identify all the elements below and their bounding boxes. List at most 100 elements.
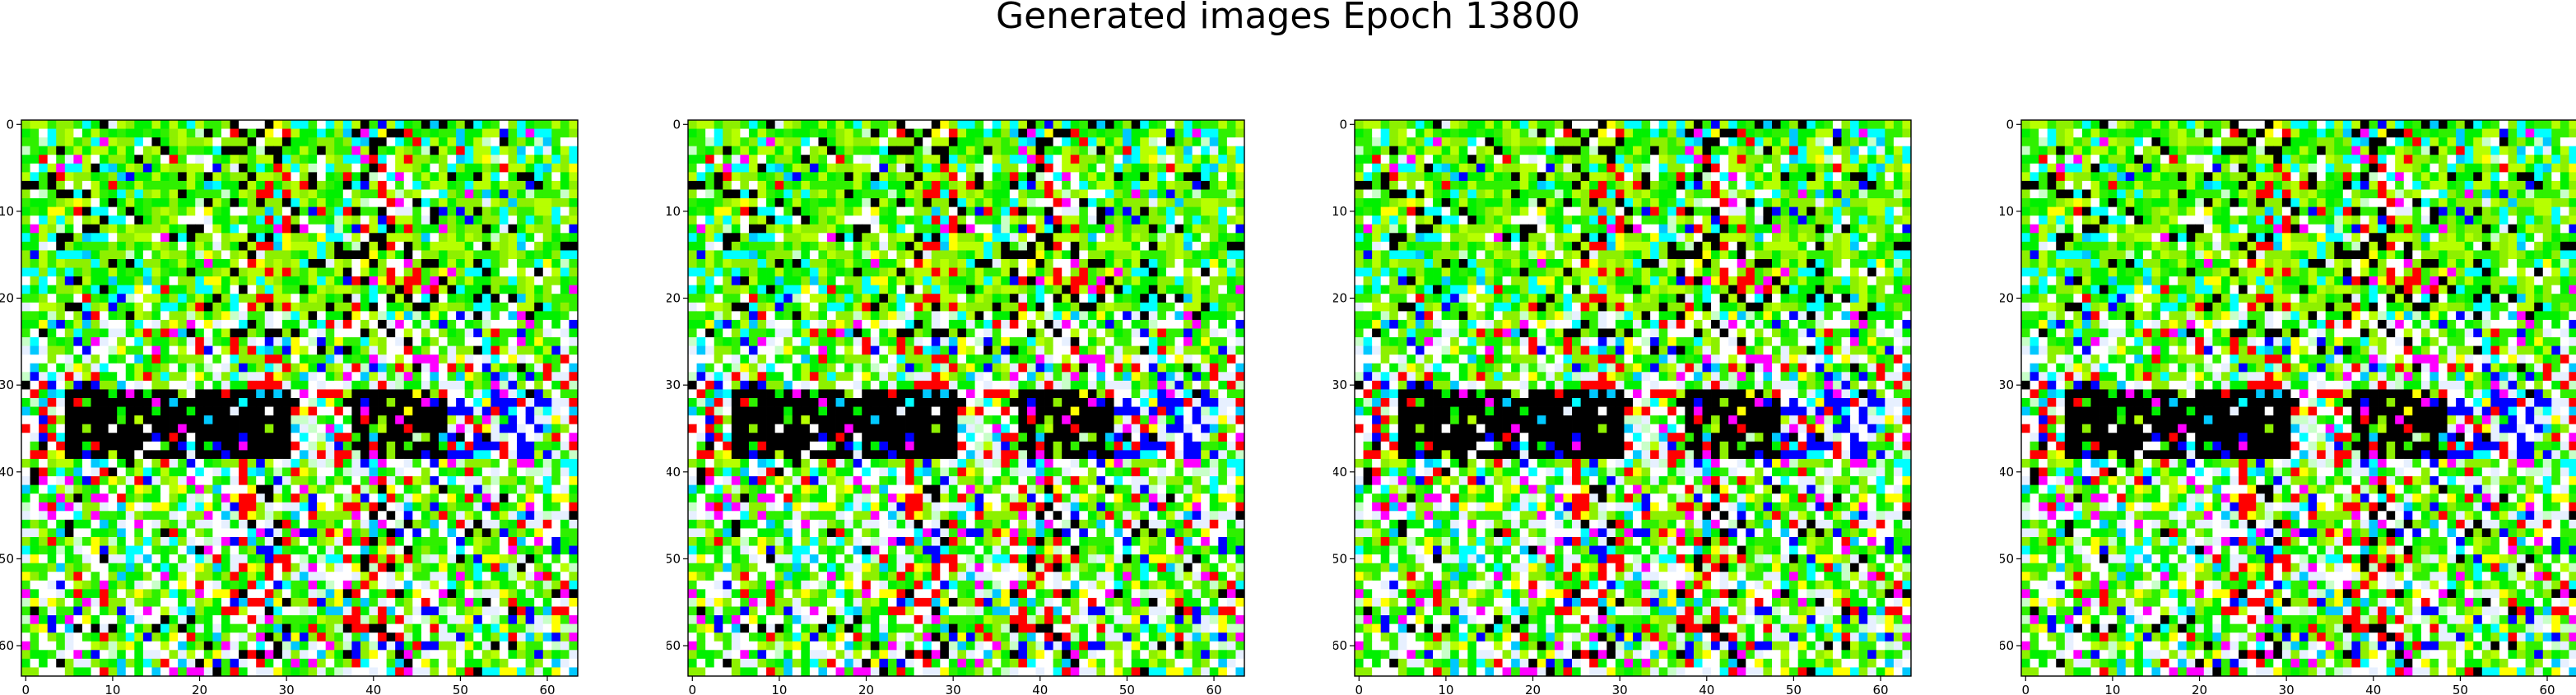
heatmap-cell — [351, 259, 361, 268]
heatmap-cell — [317, 537, 327, 546]
heatmap-cell — [439, 667, 448, 677]
heatmap-cell — [125, 554, 135, 564]
heatmap-cell — [525, 224, 535, 234]
heatmap-cell — [21, 667, 30, 677]
heatmap-cell — [403, 450, 413, 460]
heatmap-cell — [542, 380, 552, 390]
heatmap-cell — [560, 120, 570, 129]
heatmap-cell — [134, 294, 144, 303]
heatmap-cell — [569, 632, 579, 642]
heatmap-cell — [439, 580, 448, 590]
heatmap-cell — [1192, 137, 1202, 147]
heatmap-cell — [386, 137, 396, 147]
heatmap-cell — [273, 589, 283, 599]
heatmap-cell — [983, 215, 993, 225]
heatmap-cell — [117, 241, 127, 251]
heatmap-cell — [30, 155, 40, 164]
heatmap-cell — [351, 250, 361, 260]
heatmap-cell — [317, 163, 327, 173]
heatmap-cell — [360, 415, 370, 425]
heatmap-cell — [378, 337, 388, 347]
heatmap-cell — [30, 172, 40, 182]
heatmap-cell — [239, 363, 249, 373]
heatmap-cell — [723, 128, 732, 138]
heatmap-cell — [134, 572, 144, 581]
heatmap-cell — [1105, 180, 1114, 190]
heatmap-cell — [748, 120, 758, 129]
heatmap-cell — [125, 206, 135, 216]
heatmap-cell — [508, 250, 518, 260]
heatmap-cell — [1053, 128, 1062, 138]
heatmap-cell — [473, 433, 483, 442]
heatmap-cell — [499, 519, 509, 529]
heatmap-cell — [308, 285, 318, 294]
heatmap-cell — [308, 415, 318, 425]
heatmap-cell — [317, 328, 327, 338]
heatmap-cell — [1070, 206, 1080, 216]
heatmap-cell — [308, 328, 318, 338]
heatmap-cell — [195, 623, 205, 633]
heatmap-cell — [447, 433, 457, 442]
heatmap-cell — [195, 415, 205, 425]
heatmap-cell — [195, 337, 205, 347]
heatmap-cell — [351, 311, 361, 321]
heatmap-cell — [542, 406, 552, 416]
heatmap-cell — [239, 528, 249, 538]
heatmap-cell — [308, 589, 318, 599]
heatmap-cell — [342, 467, 352, 477]
heatmap-cell — [221, 415, 230, 425]
heatmap-cell — [491, 441, 500, 451]
heatmap-cell — [64, 380, 74, 390]
heatmap-cell — [142, 363, 152, 373]
heatmap-cell — [481, 328, 491, 338]
heatmap-cell — [178, 198, 188, 208]
heatmap-cell — [491, 163, 500, 173]
heatmap-cell — [169, 250, 179, 260]
heatmap-cell — [186, 511, 196, 521]
heatmap-cell — [264, 511, 274, 521]
heatmap-cell — [108, 606, 118, 616]
heatmap-cell — [230, 241, 239, 251]
heatmap-cell — [844, 233, 854, 243]
heatmap-cell — [395, 623, 405, 633]
heatmap-cell — [160, 398, 170, 407]
heatmap-cell — [64, 511, 74, 521]
heatmap-cell — [456, 537, 466, 546]
heatmap-cell — [91, 233, 100, 243]
heatmap-cell — [439, 650, 448, 660]
heatmap-cell — [481, 476, 491, 486]
heatmap-cell — [230, 276, 239, 286]
heatmap-cell — [862, 198, 872, 208]
heatmap-cell — [169, 563, 179, 572]
heatmap-cell — [81, 224, 91, 234]
heatmap-cell — [281, 623, 291, 633]
heatmap-cell — [256, 589, 266, 599]
heatmap-cell — [291, 328, 300, 338]
heatmap-cell — [1026, 155, 1036, 164]
heatmap-cell — [403, 172, 413, 182]
heatmap-cell — [134, 241, 144, 251]
heatmap-cell — [542, 294, 552, 303]
heatmap-cell — [21, 224, 30, 234]
heatmap-cell — [273, 580, 283, 590]
heatmap-cell — [264, 615, 274, 625]
heatmap-cell — [300, 363, 309, 373]
heatmap-cell — [334, 189, 344, 199]
heatmap-cell — [91, 354, 100, 364]
heatmap-cell — [481, 493, 491, 503]
heatmap-cell — [39, 363, 49, 373]
heatmap-cell — [992, 215, 1002, 225]
heatmap-cell — [508, 597, 518, 607]
heatmap-cell — [542, 580, 552, 590]
heatmap-cell — [247, 380, 257, 390]
heatmap-cell — [134, 493, 144, 503]
heatmap-cell — [360, 424, 370, 433]
heatmap-cell — [992, 206, 1002, 216]
heatmap-cell — [560, 267, 570, 277]
heatmap-cell — [81, 155, 91, 164]
heatmap-cell — [551, 476, 561, 486]
heatmap-cell — [560, 224, 570, 234]
heatmap-cell — [186, 206, 196, 216]
heatmap-cell — [134, 224, 144, 234]
heatmap-cell — [125, 328, 135, 338]
